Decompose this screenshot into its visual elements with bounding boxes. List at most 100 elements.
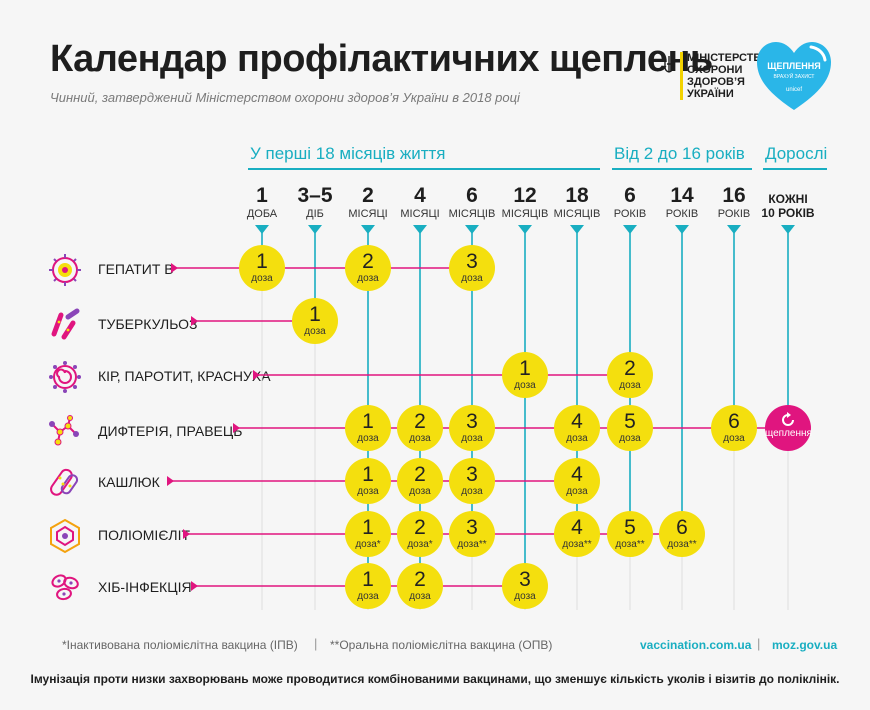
dose-number: 1 [362, 516, 374, 539]
age-arrow-markers [255, 225, 795, 234]
age-arrow-marker [413, 225, 427, 234]
dose-number: 1 [362, 568, 374, 591]
age-number: 2 [362, 184, 374, 207]
age-unit: ДОБА [246, 208, 278, 220]
section-underline [612, 168, 752, 170]
dose-label: доза [357, 273, 379, 284]
dose-number: 2 [414, 516, 426, 539]
badge-tagline: ВРАХУЙ ЗАХИСТ [774, 72, 815, 80]
dose-number: 6 [676, 516, 688, 539]
age-column-header: 14 РОКІВ [654, 184, 710, 221]
hepatitis-virus-icon [49, 254, 81, 286]
age-column-header: 3–5 ДІБ [287, 184, 343, 221]
dose-label: доза [409, 433, 431, 444]
age-unit: МІСЯЦІВ [553, 208, 601, 220]
ministry-line: УКРАЇНИ [687, 88, 734, 100]
trident-icon [664, 56, 674, 73]
page-subtitle: Чинний, затверджений Міністерством охоро… [50, 90, 520, 105]
dose-label: доза* [355, 539, 381, 550]
pertussis-bacteria-icon [50, 468, 79, 496]
polio-virus-icon [50, 518, 80, 554]
links-separator: | [757, 636, 761, 651]
dose-number: 5 [624, 516, 636, 539]
section-adults: Дорослі [765, 144, 828, 163]
footnote-separator: | [314, 636, 318, 651]
dose-number: 4 [571, 410, 583, 433]
booster-label: щеплення [765, 428, 812, 439]
dose-circle: 2 доза* [397, 511, 443, 557]
dose-label: доза [461, 273, 483, 284]
age-unit: МІСЯЦІВ [448, 208, 496, 220]
dose-label: доза* [407, 539, 433, 550]
vaccine-name-mmr: КІР, ПАРОТИТ, КРАСНУХА [98, 368, 271, 384]
link-moz-site[interactable]: moz.gov.ua [772, 638, 838, 652]
dose-circle: 2 доза [345, 245, 391, 291]
dose-circle: 1 доза [345, 405, 391, 451]
age-column-header: 2 МІСЯЦІ [340, 184, 396, 221]
ministry-line: МІНІСТЕРСТВО [687, 52, 770, 64]
section-first-18-months: У перші 18 місяців життя [250, 144, 446, 163]
age-number: 6 [624, 184, 636, 207]
ministry-line: ЗДОРОВ’Я [687, 76, 745, 88]
link-vaccination-site[interactable]: vaccination.com.ua [640, 638, 752, 652]
age-column-header: 6 РОКІВ [602, 184, 658, 221]
dose-circle: 6 доза [711, 405, 757, 451]
age-column-header: 12 МІСЯЦІВ [497, 184, 553, 221]
dose-label: доза** [667, 539, 697, 550]
dose-label: доза** [615, 539, 645, 550]
dose-number: 4 [571, 516, 583, 539]
section-underline [763, 168, 827, 170]
dose-label: доза [409, 591, 431, 602]
dose-circle: 4 доза [554, 458, 600, 504]
vaccine-name-hepatitis-b: ГЕПАТИТ В [98, 261, 174, 277]
dose-label: доза** [457, 539, 487, 550]
age-arrow-marker [518, 225, 532, 234]
adult-age-line: КОЖНІ [768, 192, 808, 206]
dose-label: доза** [562, 539, 592, 550]
dose-label: доза [723, 433, 745, 444]
dose-circle: 2 доза [397, 563, 443, 609]
dose-number: 3 [466, 463, 478, 486]
dose-label: доза [566, 486, 588, 497]
ministry-line: ОХОРОНИ [687, 64, 743, 76]
age-arrow-marker [570, 225, 584, 234]
dose-circle: 4 доза** [554, 511, 600, 557]
row-start-marker [191, 316, 198, 326]
ministry-logo: МІНІСТЕРСТВО ОХОРОНИ ЗДОРОВ’Я УКРАЇНИ [680, 52, 770, 100]
age-unit: МІСЯЦІВ [501, 208, 549, 220]
footnote-opv: **Оральна поліомієлітна вакцина (ОПВ) [330, 638, 553, 652]
age-arrow-marker [308, 225, 322, 234]
age-arrow-marker [675, 225, 689, 234]
dose-circle: 3 доза [449, 458, 495, 504]
dose-label: доза [461, 486, 483, 497]
dose-circle: 1 доза [292, 298, 338, 344]
dose-circle: 3 доза [449, 245, 495, 291]
dose-number: 6 [728, 410, 740, 433]
age-unit: МІСЯЦІ [400, 208, 440, 220]
dose-circle: 4 доза [554, 405, 600, 451]
age-number: 4 [414, 184, 426, 207]
dose-number: 1 [362, 410, 374, 433]
dose-label: доза [409, 486, 431, 497]
row-start-marker [253, 370, 260, 380]
dose-number: 3 [466, 250, 478, 273]
adult-booster-circle: щеплення [765, 405, 812, 451]
dose-number: 3 [466, 516, 478, 539]
dose-circle: 1 доза [345, 563, 391, 609]
dose-number: 2 [624, 357, 636, 380]
dose-label: доза [619, 433, 641, 444]
dose-number: 1 [256, 250, 268, 273]
dose-label: доза [357, 486, 379, 497]
dose-circle: 6 доза** [659, 511, 705, 557]
row-start-marker [171, 263, 178, 273]
vaccine-name-polio: ПОЛІОМІЄЛІТ [98, 527, 191, 543]
age-column-header: 18 МІСЯЦІВ [549, 184, 605, 221]
dose-label: доза [514, 591, 536, 602]
age-column-header: 6 МІСЯЦІВ [444, 184, 500, 221]
dose-number: 3 [519, 568, 531, 591]
vaccine-name-pertussis: КАШЛЮК [98, 474, 160, 490]
age-number: 18 [565, 184, 589, 207]
age-arrow-marker [465, 225, 479, 234]
adult-age-header: КОЖНІ 10 РОКІВ [758, 192, 818, 220]
